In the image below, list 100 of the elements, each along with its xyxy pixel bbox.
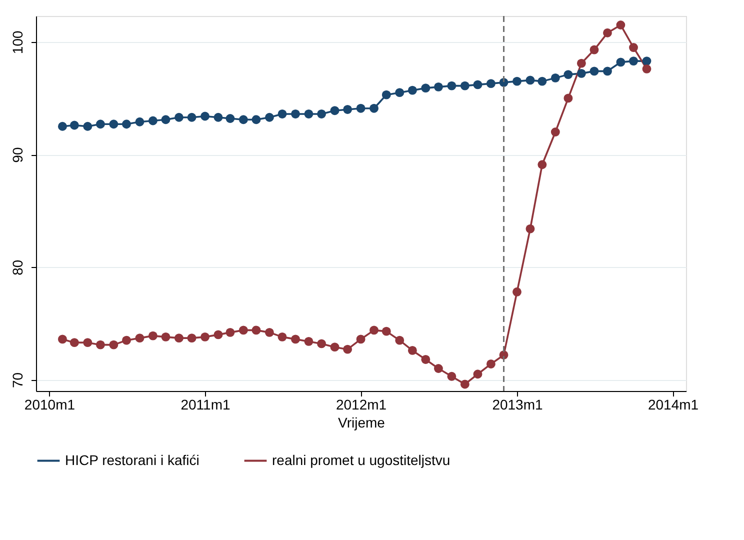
point [538,76,547,86]
point [187,334,196,343]
point [226,328,235,337]
point [70,338,79,348]
x-tick-label: 2012m1 [336,396,387,412]
point [550,73,560,82]
point [58,334,67,344]
point [226,114,235,123]
point [356,104,366,113]
point [564,94,573,103]
point [238,326,248,335]
point [526,76,535,85]
x-tick-label: 2013m1 [492,396,543,412]
point [603,28,612,38]
point [122,336,131,345]
point [135,117,144,126]
point [161,115,170,124]
point [576,58,586,68]
point [278,110,287,118]
point [486,79,496,88]
point [576,68,586,78]
point [83,338,92,348]
point [564,70,573,80]
point [317,339,326,348]
point [421,84,430,93]
point [109,120,118,129]
point [434,364,443,373]
point [486,360,496,368]
y-tick-label: 100 [10,30,26,54]
point [382,90,391,100]
y-tick-label: 80 [10,260,26,276]
point [200,332,210,342]
point [304,110,314,118]
point [174,112,184,122]
point [616,58,626,67]
point [550,128,560,136]
point [148,331,158,340]
x-tick-label: 2010m1 [24,396,76,412]
point [512,287,522,296]
point [629,43,638,52]
point [447,372,456,381]
legend-label: realni promet u ugostiteljstvu [272,452,450,468]
y-tick-label: 90 [10,147,26,163]
point [343,105,352,114]
y-tick-label: 70 [10,372,26,388]
point [317,110,326,118]
point [356,334,366,344]
point [408,346,417,355]
point [473,370,482,379]
point [395,336,404,345]
point [122,120,131,129]
point [395,88,404,98]
point [603,66,612,76]
point [264,112,274,122]
point [330,342,340,352]
point [330,106,340,116]
point [252,326,261,335]
x-tick-label: 2011m1 [180,396,230,412]
point [447,81,456,90]
point [590,66,599,76]
point [590,45,599,54]
point [538,160,547,170]
point [214,330,223,340]
point [238,115,248,124]
x-tick-label: 2014m1 [648,396,699,412]
point [135,334,144,343]
point [460,380,470,389]
x-axis-title: Vrijeme [338,414,386,430]
point [382,326,391,336]
point [370,104,378,113]
point [473,80,482,90]
point [512,76,522,86]
point [408,86,417,95]
point [434,82,443,92]
point [370,326,378,335]
point [109,340,118,350]
point [83,122,92,131]
legend-label: HICP restorani i kafići [65,452,200,468]
point [460,81,470,90]
point [629,56,638,66]
point [187,112,196,122]
point [278,332,287,342]
point [148,116,158,126]
point [174,334,184,343]
point [616,20,626,30]
point [291,110,300,118]
point [642,56,652,66]
point [642,64,652,74]
point [200,112,210,121]
point [304,336,314,346]
point [70,120,79,130]
point [343,344,352,354]
point [526,224,535,234]
point [421,355,430,364]
point [252,115,261,124]
point [96,120,105,129]
point [291,334,300,344]
point [264,328,274,337]
point [214,112,223,122]
point [58,122,67,131]
